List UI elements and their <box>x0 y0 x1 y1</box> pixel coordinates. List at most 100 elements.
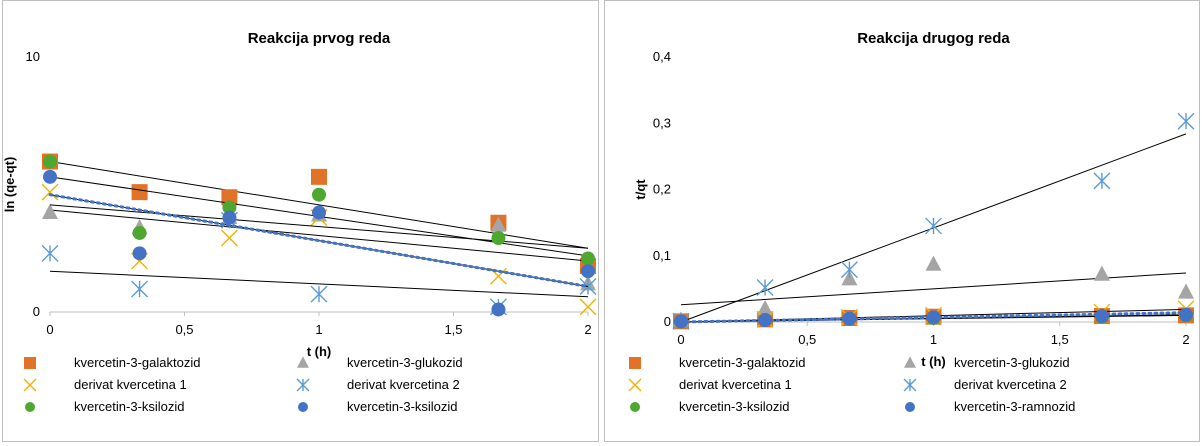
first-order-data-point <box>490 216 507 232</box>
first-order-x-tick-label: 0 <box>46 322 53 337</box>
chart-panel-second-order: Reakcija drugog reda 0 0,5 1 1,5 2 0 0,1 0,2 0,3 0… <box>604 0 1200 442</box>
second-order-x-tick-label: 2 <box>1182 332 1189 347</box>
first-order-legend-label: derivat kvercetina 1 <box>74 377 187 392</box>
first-order-legend-label: derivat kvercetina 2 <box>347 377 460 392</box>
second-order-legend-label: kvercetin-3-glukozid <box>954 355 1070 370</box>
first-order-x-tick-label: 0,5 <box>175 322 193 337</box>
second-order-legend-label: kvercetin-3-ramnozid <box>954 399 1075 414</box>
first-order-data-point <box>220 229 238 247</box>
second-order-legend-label: derivat kvercetina 2 <box>954 377 1067 392</box>
second-order-data-point <box>840 261 858 279</box>
first-order-trendline-dotted <box>48 193 590 288</box>
first-order-data-point <box>221 189 238 206</box>
first-order-series-derivat-kvercetina-2 <box>41 211 597 316</box>
first-order-data-point <box>579 298 597 316</box>
first-order-legend-marker <box>298 402 308 412</box>
first-order-data-point <box>222 200 237 215</box>
chart-first-order: Reakcija prvog reda 0 0,5 1 1,5 2 0 10 t (h) ln (… <box>3 30 597 414</box>
second-order-data-point <box>1178 283 1194 299</box>
first-order-legend-label: kvercetin-3-ksilozid <box>347 399 458 414</box>
first-order-y-axis-title: ln (qe-qt) <box>3 157 17 213</box>
second-order-y-tick-label: 0,4 <box>653 49 671 64</box>
second-order-data-point <box>758 313 773 328</box>
first-order-data-point <box>41 244 59 262</box>
second-order-y-tick-label: 0,2 <box>653 182 671 197</box>
second-order-data-point <box>841 270 858 286</box>
first-order-data-point <box>581 264 595 279</box>
second-order-data-point <box>1179 307 1193 322</box>
first-order-x-tick-label: 1,5 <box>444 322 462 337</box>
first-order-series-kvercetin-3-ksilozid <box>43 169 595 317</box>
first-order-legend-marker <box>296 378 310 392</box>
second-order-legend-label: kvercetin-3-galaktozid <box>679 355 805 370</box>
second-order-legend-label: kvercetin-3-ksilozid <box>679 399 790 414</box>
first-order-data-point <box>43 154 57 169</box>
second-order-x-tick-label: 0,5 <box>798 332 816 347</box>
second-order-legend-label: derivat kvercetina 1 <box>679 377 792 392</box>
first-order-data-point <box>311 168 327 185</box>
first-order-data-point <box>491 302 506 317</box>
first-order-legend-marker <box>25 402 35 412</box>
second-order-legend-marker <box>903 378 917 392</box>
first-order-x-tick-label: 2 <box>584 322 591 337</box>
second-order-data-point <box>926 310 941 325</box>
second-order-legend: kvercetin-3-galaktozid kvercetin-3-glukoz… <box>628 355 1075 414</box>
first-order-data-point <box>43 169 57 184</box>
second-order-data-point <box>1093 172 1111 190</box>
first-order-data-point <box>132 246 147 261</box>
second-order-data-point <box>842 311 857 326</box>
second-order-data-point <box>925 217 942 235</box>
first-order-series-kvercetin-3-ksilozid <box>43 154 595 266</box>
first-order-data-point <box>131 280 149 298</box>
second-order-y-tick-label: 0 <box>664 314 671 329</box>
second-order-legend-marker <box>629 357 641 369</box>
first-order-data-point <box>312 187 326 202</box>
first-order-legend-label: kvercetin-3-glukozid <box>347 355 463 370</box>
second-order-chart-title: Reakcija drugog reda <box>857 30 1010 47</box>
second-order-legend-marker <box>905 402 915 412</box>
second-order-data-point <box>1094 309 1109 324</box>
first-order-x-tick-label: 1 <box>315 322 322 337</box>
first-order-legend: kvercetin-3-galaktozid kvercetin-3-glukoz… <box>23 355 463 414</box>
second-order-x-axis-title: t (h) <box>921 354 946 369</box>
second-order-x-tick-label: 1,5 <box>1051 332 1069 347</box>
second-order-data-point <box>756 279 774 297</box>
second-order-legend-marker <box>904 356 916 368</box>
first-order-legend-marker <box>23 378 37 392</box>
second-order-legend-marker <box>630 402 640 412</box>
first-order-data-point <box>222 210 237 225</box>
first-order-data-point <box>132 225 147 240</box>
second-order-y-tick-label: 0,3 <box>653 115 671 130</box>
chart-panel-first-order: Reakcija prvog reda 0 0,5 1 1,5 2 0 10 t (h) ln (… <box>2 0 599 442</box>
second-order-data-point <box>674 314 688 329</box>
first-order-y-tick-label: 10 <box>26 49 40 64</box>
first-order-data-point <box>310 285 328 303</box>
second-order-legend-marker <box>628 378 642 392</box>
first-order-data-point <box>312 205 326 220</box>
second-order-data-point <box>925 255 942 271</box>
first-order-data-point <box>581 251 595 266</box>
second-order-data-point <box>1093 265 1110 281</box>
first-order-trendline <box>49 209 589 262</box>
first-order-chart-title: Reakcija prvog reda <box>248 30 391 47</box>
first-order-data-point <box>42 203 58 219</box>
second-order-data-point <box>757 299 774 316</box>
first-order-data-point <box>131 184 148 201</box>
second-order-y-tick-label: 0,1 <box>653 248 671 263</box>
second-order-series-derivat-kvercetina-2 <box>672 112 1195 330</box>
second-order-trendline <box>680 272 1187 306</box>
second-order-series-kvercetin-3-ramnozid <box>674 307 1193 329</box>
second-order-y-axis-title: t/qt <box>633 179 648 200</box>
first-order-legend-marker <box>297 356 309 368</box>
second-order-x-tick-label: 1 <box>930 332 937 347</box>
first-order-legend-label: kvercetin-3-galaktozid <box>74 355 200 370</box>
first-order-legend-label: kvercetin-3-ksilozid <box>74 399 185 414</box>
first-order-trendline <box>49 270 589 298</box>
first-order-x-axis-title: t (h) <box>307 344 332 359</box>
chart-second-order: Reakcija drugog reda 0 0,5 1 1,5 2 0 0,1 0,2 0,3 0… <box>628 30 1195 414</box>
first-order-y-tick-label: 0 <box>33 304 40 319</box>
second-order-data-point <box>1177 112 1195 130</box>
second-order-x-tick-label: 0 <box>677 332 684 347</box>
first-order-legend-marker <box>24 357 36 369</box>
first-order-data-point <box>41 183 59 201</box>
